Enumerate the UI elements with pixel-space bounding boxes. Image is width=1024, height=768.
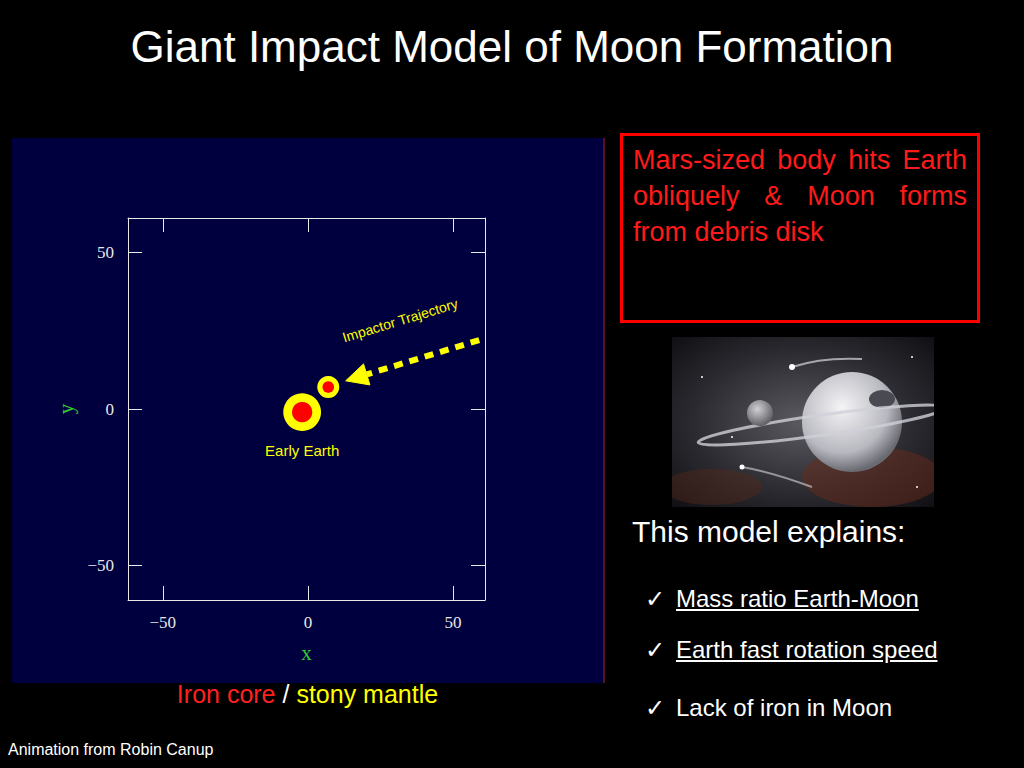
- svg-text:Early Earth: Early Earth: [265, 442, 339, 459]
- html-text:Iron core / stony mantle: Iron core / stony mantle: [176, 680, 439, 708]
- svg-text:−50: −50: [150, 613, 177, 632]
- html-text:Earth fast rotation speed: Earth fast rotation speed: [676, 636, 938, 663]
- html-text:Mars-sized body hits Earth obl: Mars-sized body hits Earth obliquely & M…: [633, 145, 967, 247]
- html-text:Lack of iron in Moon: Lack of iron in Moon: [676, 694, 893, 721]
- html-text:Mass ratio Earth-Moon: Mass ratio Earth-Moon: [676, 585, 919, 612]
- html-text:Giant Impact Model of Moon For: Giant Impact Model of Moon Formation: [130, 22, 894, 71]
- svg-text:0: 0: [304, 613, 313, 632]
- svg-text:y: y: [54, 403, 78, 414]
- svg-text:50: 50: [445, 613, 462, 632]
- html-text:Animation from Robin Canup: Animation from Robin Canup: [8, 741, 214, 758]
- svg-text:50: 50: [97, 243, 114, 262]
- svg-text:Impactor Trajectory: Impactor Trajectory: [341, 295, 460, 345]
- svg-text:x: x: [301, 641, 312, 665]
- svg-text:0: 0: [106, 400, 115, 419]
- svg-text:−50: −50: [87, 556, 114, 575]
- html-text:This model explains:: This model explains:: [632, 515, 906, 548]
